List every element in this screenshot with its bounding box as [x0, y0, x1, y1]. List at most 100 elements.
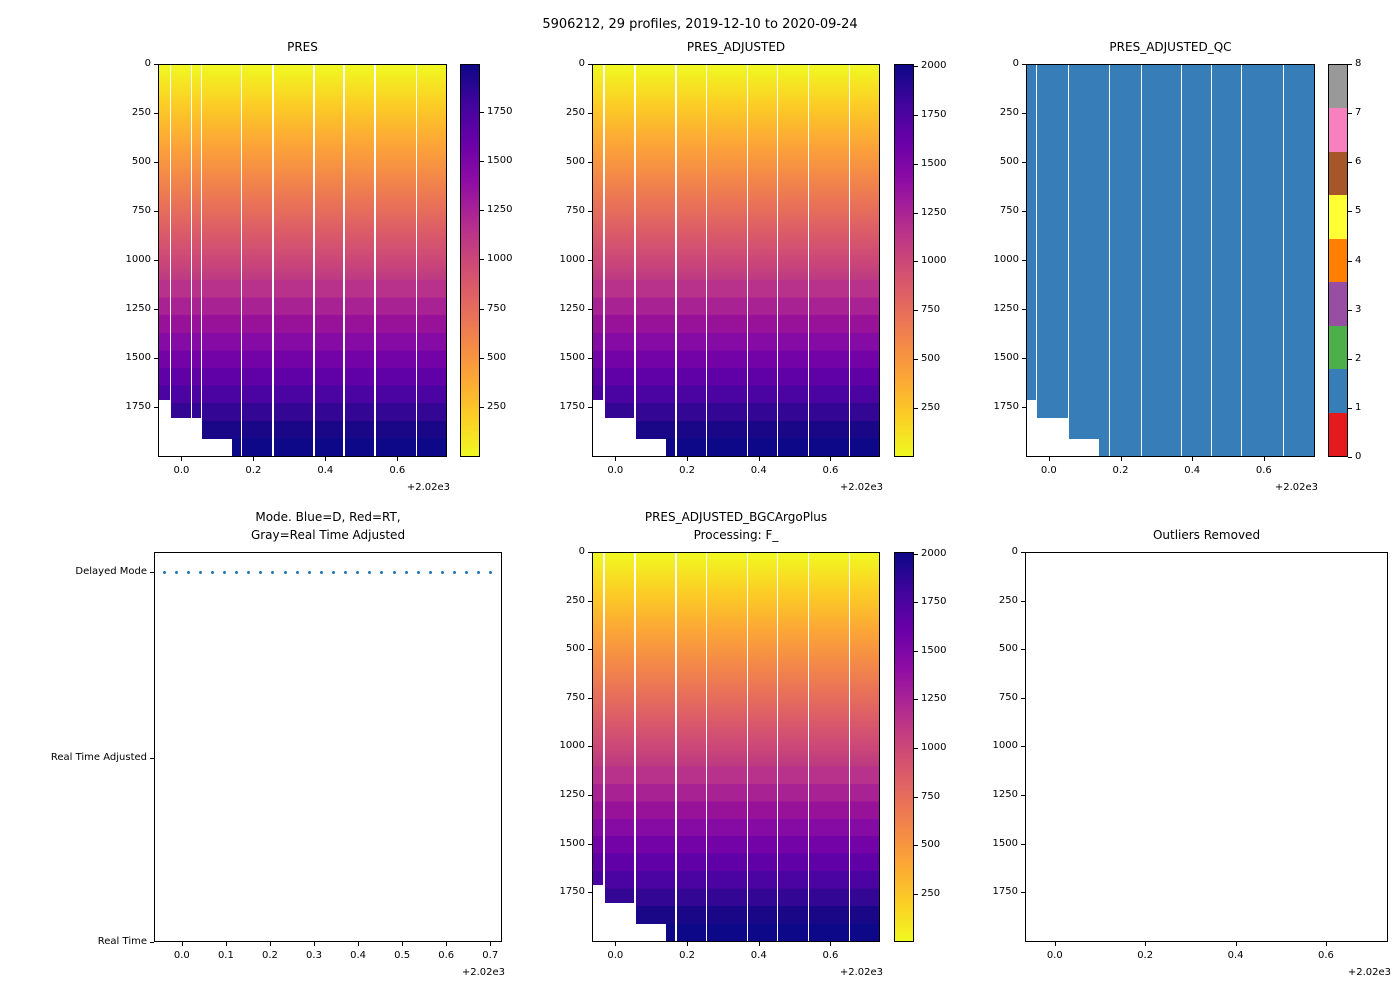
colorbar-tick-label: 1750 [921, 596, 947, 608]
colorbar-tick-mark [914, 602, 918, 604]
y-tick-label: 0 [144, 58, 151, 69]
colorbar-segment [1329, 325, 1347, 371]
colorbar-tick-label: 0 [1355, 451, 1362, 462]
x-tick-mark [446, 942, 448, 946]
x-tick-label: 0.4 [750, 950, 767, 961]
data-point-dot [416, 571, 420, 575]
panel-title-bgc: PRES_ADJUSTED_BGCArgoPlus [644, 510, 828, 524]
y-tick-mark [154, 113, 158, 114]
data-point-dot [356, 571, 360, 575]
x-tick-mark [314, 942, 315, 946]
x-tick-mark [1235, 942, 1237, 946]
y-tick-mark [1021, 795, 1025, 797]
colorbar-tick-mark [1348, 309, 1352, 311]
x-tick-label: 0.2 [679, 950, 695, 961]
colorbar-tick-mark [914, 699, 918, 701]
colorbar-tick-label: 1500 [921, 645, 947, 657]
x-tick-mark [830, 457, 832, 461]
y-tick-label: 1750 [992, 886, 1018, 898]
y-tick-mark [588, 64, 592, 65]
y-tick-mark [154, 64, 158, 65]
data-point-dot [489, 571, 493, 575]
colorbar-tick-label: 3 [1355, 303, 1362, 315]
x-tick-label: 0.7 [482, 950, 499, 961]
data-point-dot [235, 571, 239, 575]
x-tick-label: 0.0 [607, 950, 624, 961]
data-point-dot [223, 571, 227, 575]
data-point-dot [477, 571, 481, 575]
missing-data-region [603, 903, 635, 941]
y-tick-mark [588, 892, 592, 894]
colorbar-pres_adjusted [894, 64, 914, 457]
x-axis-offset-label: +2.02e3 [461, 967, 505, 978]
plot-area-pres_adjusted [592, 64, 880, 457]
profile-gap-line [807, 553, 809, 941]
x-tick-label: 0.2 [245, 465, 262, 476]
missing-data-region [593, 885, 604, 941]
y-tick-mark [1021, 843, 1025, 845]
colorbar-tick-mark [914, 359, 918, 361]
x-tick-label: 0.2 [262, 950, 278, 961]
y-tick-label: Real Time [97, 936, 147, 947]
colorbar-tick-mark [914, 212, 918, 214]
y-tick-mark [1022, 407, 1026, 408]
panel-title-pres_adjusted_qc: PRES_ADJUSTED_QC [1109, 40, 1232, 54]
colorbar-tick-label: 6 [1355, 156, 1362, 168]
profile-gap-line [848, 553, 851, 941]
x-tick-label: 0.6 [438, 950, 455, 961]
y-tick-label: 750 [998, 691, 1018, 703]
data-point-dot [259, 571, 263, 575]
y-tick-label: 1500 [125, 352, 151, 363]
y-tick-mark [588, 113, 592, 114]
y-tick-label: 250 [565, 594, 585, 606]
colorbar-tick-mark [914, 893, 918, 895]
y-tick-mark [588, 600, 592, 602]
profile-gap-line [200, 65, 203, 456]
colorbar-tick-label: 1000 [487, 253, 513, 265]
y-tick-mark [154, 211, 158, 213]
colorbar-segment [1329, 282, 1347, 327]
x-tick-mark [615, 457, 617, 461]
y-tick-label: 1750 [993, 401, 1019, 412]
x-tick-label: 0.0 [1046, 950, 1063, 961]
colorbar-pres_adjusted_qc [1328, 64, 1348, 457]
colorbar-tick-mark [480, 210, 484, 212]
data-point-dot [502, 571, 503, 574]
colorbar-tick-mark [914, 651, 918, 653]
y-tick-mark [588, 211, 592, 213]
data-point-dot [295, 571, 299, 575]
y-tick-label: 500 [998, 643, 1018, 655]
profile-gap-line [848, 65, 851, 456]
y-tick-mark [150, 757, 154, 759]
colorbar-tick-label: 8 [1355, 58, 1362, 69]
x-tick-mark [1145, 942, 1147, 946]
data-point-dot [380, 571, 384, 575]
x-tick-mark [225, 942, 227, 946]
x-tick-mark [615, 942, 617, 946]
y-tick-label: 1000 [559, 253, 585, 265]
x-tick-label: 0.2 [1137, 950, 1154, 961]
x-tick-label: 0.5 [394, 950, 411, 961]
x-tick-mark [325, 457, 327, 461]
colorbar-tick-mark [914, 844, 918, 846]
profile-gap-line [746, 65, 749, 456]
y-tick-label: 500 [131, 156, 151, 167]
x-tick-label: 0.4 [317, 465, 334, 476]
y-tick-label: 1000 [992, 740, 1018, 752]
x-tick-mark [830, 942, 832, 946]
x-tick-label: 0.0 [173, 950, 190, 961]
colorbar-tick-label: 1500 [921, 157, 947, 169]
panel-title-pres: PRES [287, 40, 318, 54]
missing-data-region [1035, 417, 1069, 456]
y-tick-mark [150, 942, 154, 943]
colorbar-tick-label: 1000 [921, 255, 947, 267]
missing-data-region [1068, 439, 1099, 456]
profile-gap-line [1140, 65, 1143, 456]
data-point-dot [283, 571, 287, 575]
colorbar-tick-label: 2 [1355, 352, 1362, 364]
x-tick-mark [181, 457, 183, 461]
profile-gap-line [241, 65, 243, 456]
plot-area-bgc [592, 552, 880, 942]
missing-data-region [169, 417, 201, 456]
colorbar-segment [1329, 195, 1347, 240]
